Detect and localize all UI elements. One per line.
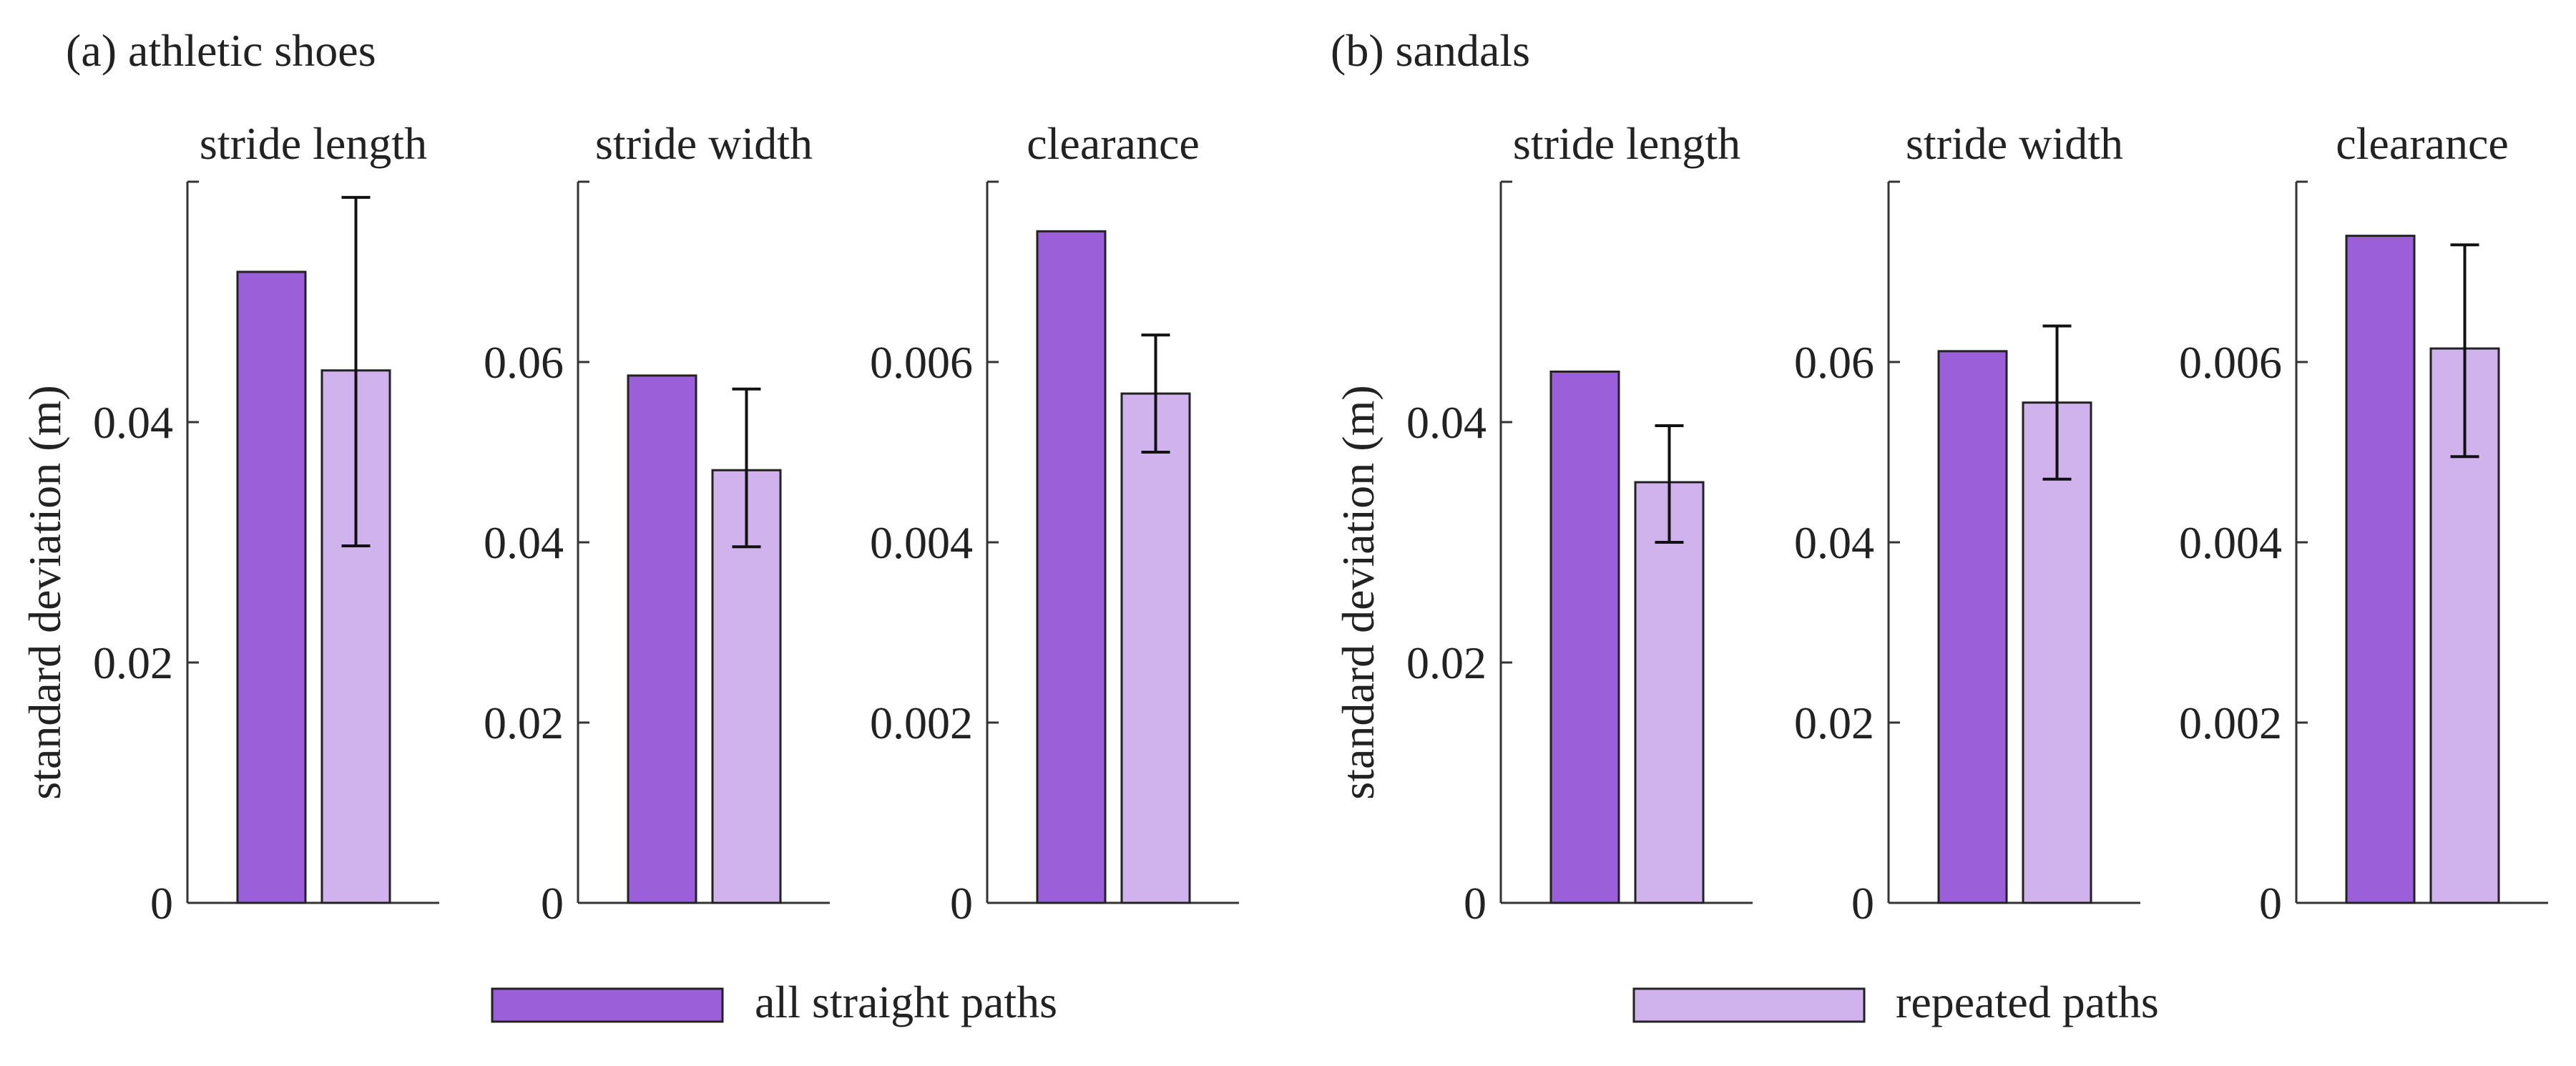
plot-3-stride-length-y-tick-label: 0.02 xyxy=(1406,637,1487,688)
plot-4-stride-width: 0 0.02 0.04 0.06 stride width xyxy=(1794,118,2140,929)
plot-5-clearance-y-tick-label: 0.002 xyxy=(2179,698,2282,748)
plot-2-clearance-y-tick-label: 0.006 xyxy=(870,337,973,388)
plot-4-stride-width-y-tick-label: 0.04 xyxy=(1794,517,1874,568)
plot-3-stride-length: 0 0.02 0.04 stride length standard deviation… xyxy=(1333,118,1753,929)
legend-label-repeated-paths: repeated paths xyxy=(1896,977,2159,1027)
plot-0-stride-length: 0 0.02 0.04 stride length standard deviation… xyxy=(19,118,439,929)
plot-2-clearance-bar-all-straight-paths xyxy=(1036,230,1107,904)
plot-2-clearance-y-tick-label: 0.002 xyxy=(870,698,973,748)
plot-5-clearance-y-tick-label: 0 xyxy=(2259,878,2282,929)
plot-1-stride-width-y-tick-label: 0.02 xyxy=(484,698,564,748)
plot-5-clearance: 0 0.002 0.004 0.006 clearance xyxy=(2179,118,2548,929)
plot-2-clearance-y-tick-label: 0.004 xyxy=(870,517,973,568)
panel-title-b: (b) sandals xyxy=(1331,25,1530,76)
plot-3-stride-length-bar-all-straight-paths xyxy=(1549,370,1620,904)
plot-5-clearance-y-tick-label: 0.004 xyxy=(2179,517,2282,568)
legend-label-all-straight-paths: all straight paths xyxy=(755,977,1057,1027)
plot-2-clearance-title: clearance xyxy=(1027,118,1200,169)
plot-0-stride-length-bar-all-straight-paths xyxy=(236,270,307,904)
plot-4-stride-width-title: stride width xyxy=(1906,118,2123,169)
plot-2-clearance-bar-repeated-paths xyxy=(1120,392,1191,904)
plot-0-stride-length-y-tick-label: 0 xyxy=(150,878,173,929)
plot-4-stride-width-bar-all-straight-paths xyxy=(1937,350,2008,904)
plot-3-stride-length-y-tick-label: 0.04 xyxy=(1406,397,1487,448)
panel-title-a: (a) athletic shoes xyxy=(66,25,376,76)
plot-5-clearance-y-tick-label: 0.006 xyxy=(2179,337,2282,388)
legend: all straight paths repeated paths xyxy=(491,977,2159,1027)
plot-1-stride-width-y-tick-label: 0.06 xyxy=(484,337,564,388)
plot-2-clearance: 0 0.002 0.004 0.006 clearance xyxy=(870,118,1239,929)
plot-1-stride-width-y-tick-label: 0.04 xyxy=(484,517,564,568)
plot-0-stride-length-y-tick-label: 0.04 xyxy=(93,397,173,448)
plot-3-stride-length-y-tick-label: 0 xyxy=(1464,878,1487,929)
legend-swatch-repeated-paths xyxy=(1632,987,1866,1023)
plot-4-stride-width-y-tick-label: 0 xyxy=(1851,878,1874,929)
plot-0-stride-length-y-tick-label: 0.02 xyxy=(93,637,173,688)
plot-0-stride-length-y-label: standard deviation (m) xyxy=(19,385,70,799)
plot-0-stride-length-title: stride length xyxy=(200,118,427,169)
plot-1-stride-width-y-tick-label: 0 xyxy=(541,878,564,929)
subplots: 0 0.02 0.04 stride length standard deviation… xyxy=(19,118,2548,929)
plot-5-clearance-bar-all-straight-paths xyxy=(2345,235,2416,904)
plot-3-stride-length-title: stride length xyxy=(1513,118,1740,169)
plot-3-stride-length-bar-repeated-paths xyxy=(1634,481,1705,904)
plot-1-stride-width-bar-all-straight-paths xyxy=(627,374,697,904)
plot-2-clearance-y-tick-label: 0 xyxy=(950,878,973,929)
plot-1-stride-width-title: stride width xyxy=(595,118,813,169)
legend-swatch-all-straight-paths xyxy=(491,987,724,1023)
plot-1-stride-width: 0 0.02 0.04 0.06 stride width xyxy=(484,118,830,929)
plot-5-clearance-title: clearance xyxy=(2336,118,2509,169)
plot-4-stride-width-y-tick-label: 0.02 xyxy=(1794,698,1874,748)
plot-4-stride-width-y-tick-label: 0.06 xyxy=(1794,337,1874,388)
plot-3-stride-length-y-label: standard deviation (m) xyxy=(1333,385,1384,799)
